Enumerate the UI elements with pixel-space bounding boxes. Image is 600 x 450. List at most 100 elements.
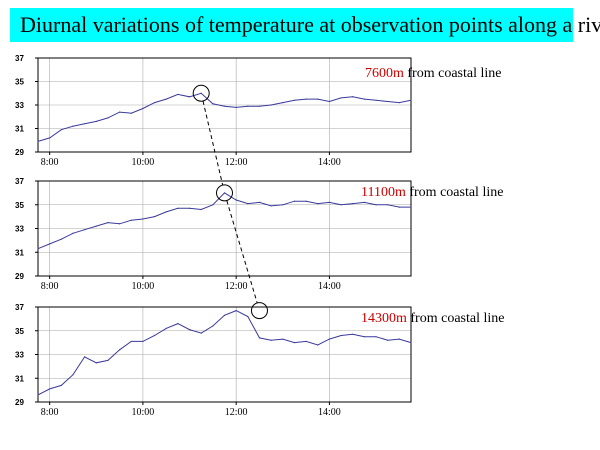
data-point bbox=[95, 362, 97, 364]
data-point bbox=[398, 206, 400, 208]
data-point bbox=[188, 96, 191, 98]
data-point bbox=[37, 248, 39, 250]
data-point bbox=[153, 216, 156, 218]
data-point bbox=[363, 336, 365, 338]
data-point bbox=[352, 202, 354, 205]
data-point bbox=[328, 338, 331, 340]
data-point bbox=[223, 314, 226, 316]
data-point bbox=[84, 229, 86, 231]
data-point bbox=[410, 206, 412, 208]
y-tick-label: 29 bbox=[15, 272, 24, 281]
data-point bbox=[387, 204, 389, 206]
data-point bbox=[212, 204, 214, 206]
data-point bbox=[398, 102, 400, 104]
data-point bbox=[60, 384, 62, 386]
x-tick-label: 8:00 bbox=[41, 281, 59, 292]
peak-highlight-circle bbox=[216, 184, 233, 202]
peak-connector-dashed-line bbox=[226, 200, 258, 304]
data-point bbox=[84, 356, 86, 358]
data-point bbox=[247, 315, 249, 318]
data-point bbox=[142, 107, 144, 110]
data-point bbox=[328, 201, 331, 203]
chart-panel-7600m: 37 35 33 31 29 8:00 10:00 12:00 14:00 7600m from … bbox=[15, 54, 501, 168]
data-point bbox=[375, 204, 377, 206]
data-point bbox=[293, 342, 296, 344]
data-point bbox=[293, 99, 296, 101]
data-point bbox=[282, 204, 284, 206]
x-tick-label: 10:00 bbox=[132, 157, 155, 168]
y-tick-label: 33 bbox=[15, 351, 24, 360]
data-point bbox=[352, 333, 354, 335]
data-point bbox=[37, 140, 39, 143]
data-point bbox=[293, 200, 296, 202]
temperature-series-line bbox=[37, 310, 412, 396]
data-point bbox=[49, 243, 51, 245]
data-point bbox=[258, 337, 261, 339]
distance-label: 14300m from coastal line bbox=[361, 311, 504, 326]
y-tick-label: 29 bbox=[15, 398, 24, 407]
data-point bbox=[235, 309, 237, 312]
data-point bbox=[410, 342, 412, 344]
data-point bbox=[247, 105, 249, 107]
data-point bbox=[375, 99, 377, 101]
data-point bbox=[95, 120, 97, 123]
data-point bbox=[200, 332, 202, 334]
temperature-series-line bbox=[37, 92, 412, 142]
data-point bbox=[398, 338, 400, 340]
y-tick-label: 31 bbox=[15, 125, 24, 134]
distance-label: 11100m from coastal line bbox=[361, 185, 503, 200]
peak-highlight-circle bbox=[192, 84, 210, 102]
x-tick-label: 12:00 bbox=[225, 281, 248, 292]
y-tick-label: 31 bbox=[15, 374, 24, 383]
distance-suffix: from coastal line bbox=[407, 311, 505, 326]
data-point bbox=[352, 96, 354, 98]
x-tick-label: 12:00 bbox=[225, 157, 248, 168]
distance-suffix: from coastal line bbox=[404, 66, 502, 81]
data-point bbox=[188, 328, 191, 331]
x-tick-label: 10:00 bbox=[132, 407, 155, 418]
data-point bbox=[165, 98, 167, 100]
data-point bbox=[235, 199, 237, 201]
data-point bbox=[340, 334, 342, 337]
data-point bbox=[340, 97, 342, 99]
data-point bbox=[165, 211, 167, 213]
data-point bbox=[410, 99, 412, 101]
distance-value: 7600m bbox=[365, 66, 404, 81]
data-point bbox=[95, 225, 97, 227]
data-point bbox=[72, 125, 74, 127]
x-tick-label: 12:00 bbox=[225, 407, 248, 418]
data-point bbox=[107, 359, 109, 362]
data-point bbox=[212, 325, 214, 327]
peak-highlight-circle bbox=[250, 302, 268, 320]
data-point bbox=[118, 223, 121, 225]
data-point bbox=[153, 102, 156, 104]
y-tick-label: 35 bbox=[15, 201, 24, 210]
data-point bbox=[200, 208, 202, 211]
chart-panel-14300m: 37 35 33 31 29 8:00 10:00 12:00 14:00 14300m from… bbox=[15, 302, 504, 418]
data-point bbox=[328, 100, 331, 103]
data-point bbox=[305, 200, 307, 202]
data-point bbox=[177, 207, 179, 209]
y-tick-label: 37 bbox=[15, 54, 24, 63]
data-point bbox=[363, 201, 365, 203]
data-point bbox=[49, 388, 51, 390]
data-point bbox=[282, 102, 284, 104]
data-point bbox=[258, 105, 261, 107]
data-point bbox=[153, 334, 156, 337]
data-point bbox=[177, 93, 179, 96]
peak-connector-dashed-line bbox=[202, 100, 224, 186]
data-point bbox=[317, 344, 319, 346]
distance-label: 7600m from coastal line bbox=[365, 66, 501, 81]
data-point bbox=[375, 336, 377, 338]
y-tick-label: 31 bbox=[15, 248, 24, 257]
chart-title: Diurnal variations of temperature at obs… bbox=[20, 12, 600, 37]
y-tick-label: 37 bbox=[15, 177, 24, 186]
data-point bbox=[270, 339, 272, 341]
y-tick-label: 33 bbox=[15, 225, 24, 234]
data-point bbox=[270, 205, 272, 207]
x-tick-label: 14:00 bbox=[318, 281, 341, 292]
data-point bbox=[235, 106, 237, 108]
y-tick-label: 37 bbox=[15, 303, 24, 312]
data-point bbox=[223, 105, 226, 107]
